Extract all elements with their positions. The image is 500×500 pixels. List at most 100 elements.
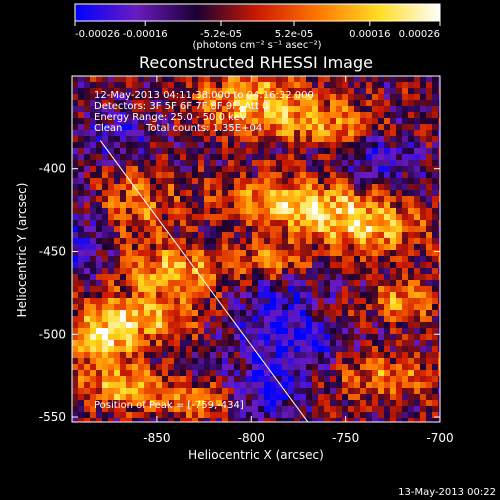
heatmap-cell [84,184,91,191]
heatmap-cell [198,166,205,173]
heatmap-cell [396,220,403,227]
heatmap-cell [168,82,175,89]
heatmap-cell [330,76,337,83]
heatmap-cell [312,394,319,401]
heatmap-cell [384,184,391,191]
heatmap-cell [366,100,373,107]
heatmap-cell [366,130,373,137]
heatmap-cell [90,130,97,137]
heatmap-cell [360,172,367,179]
heatmap-cell [102,238,109,245]
heatmap-cell [270,148,277,155]
heatmap-cell [354,274,361,281]
heatmap-cell [282,184,289,191]
heatmap-cell [258,118,265,125]
heatmap-cell [294,136,301,143]
heatmap-cell [378,406,385,413]
heatmap-cell [162,262,169,269]
heatmap-cell [72,130,79,137]
heatmap-cell [126,202,133,209]
heatmap-cell [156,286,163,293]
method-text: Clean [94,123,122,134]
heatmap-cell [222,304,229,311]
heatmap-cell [78,238,85,245]
heatmap-cell [366,280,373,287]
heatmap-cell [330,346,337,353]
heatmap-cell [150,280,157,287]
heatmap-cell [330,274,337,281]
heatmap-cell [198,190,205,197]
heatmap-cell [288,172,295,179]
heatmap-cell [102,82,109,89]
heatmap-cell [126,112,133,119]
heatmap-cell [222,184,229,191]
heatmap-cell [438,286,440,293]
heatmap-cell [366,406,373,413]
heatmap-cell [420,214,427,221]
heatmap-cell [228,244,235,251]
heatmap-cell [216,250,223,257]
heatmap-cell [90,310,97,317]
heatmap-cell [156,370,163,377]
heatmap-cell [216,364,223,371]
heatmap-cell [72,334,79,341]
heatmap-cell [126,232,133,239]
heatmap-cell [78,172,85,179]
heatmap-cell [180,220,187,227]
colorbar: -0.00026 -0.00016 -5.2e-05 5.2e-05 0.00016 0.… [74,3,441,51]
heatmap-cell [312,76,319,83]
heatmap-cell [102,406,109,413]
heatmap-cell [228,118,235,125]
heatmap-cell [270,226,277,233]
heatmap-cell [384,364,391,371]
heatmap-cell [372,316,379,323]
heatmap-cell [318,346,325,353]
heatmap-cell [300,370,307,377]
heatmap-cell [354,130,361,137]
heatmap-cell [432,328,439,335]
heatmap-cell [306,406,313,413]
heatmap-cell [162,148,169,155]
heatmap-cell [102,106,109,113]
heatmap-cell [300,268,307,275]
heatmap-cell [216,226,223,233]
heatmap-cell [354,190,361,197]
heatmap-cell [192,412,199,419]
heatmap-cell [174,364,181,371]
heatmap-cell [246,268,253,275]
heatmap-cell [414,76,421,83]
heatmap-cell [288,370,295,377]
heatmap-cell [102,202,109,209]
heatmap-cell [264,178,271,185]
heatmap-cell [258,88,265,95]
heatmap-cell [234,76,241,83]
heatmap-cell [246,262,253,269]
heatmap-cell [126,280,133,287]
heatmap-cell [216,328,223,335]
heatmap-cell [354,340,361,347]
heatmap-cell [306,190,313,197]
heatmap-cell [138,250,145,257]
heatmap-cell [408,334,415,341]
heatmap-cell [294,262,301,269]
heatmap-cell [378,112,385,119]
heatmap-cell [72,268,79,275]
heatmap-cell [120,364,127,371]
heatmap-cell [336,370,343,377]
heatmap-cell [318,136,325,143]
heatmap-cell [84,172,91,179]
heatmap-cell [168,298,175,305]
heatmap-cell [360,382,367,389]
heatmap-cell [378,400,385,407]
heatmap-cell [210,388,217,395]
heatmap-cell [306,100,313,107]
heatmap-cell [120,88,127,95]
heatmap-cell [120,316,127,323]
heatmap-cell [330,160,337,167]
heatmap-cell [330,232,337,239]
heatmap-cell [192,88,199,95]
heatmap-cell [132,364,139,371]
heatmap-cell [288,322,295,329]
heatmap-cell [174,310,181,317]
heatmap-cell [72,106,79,113]
